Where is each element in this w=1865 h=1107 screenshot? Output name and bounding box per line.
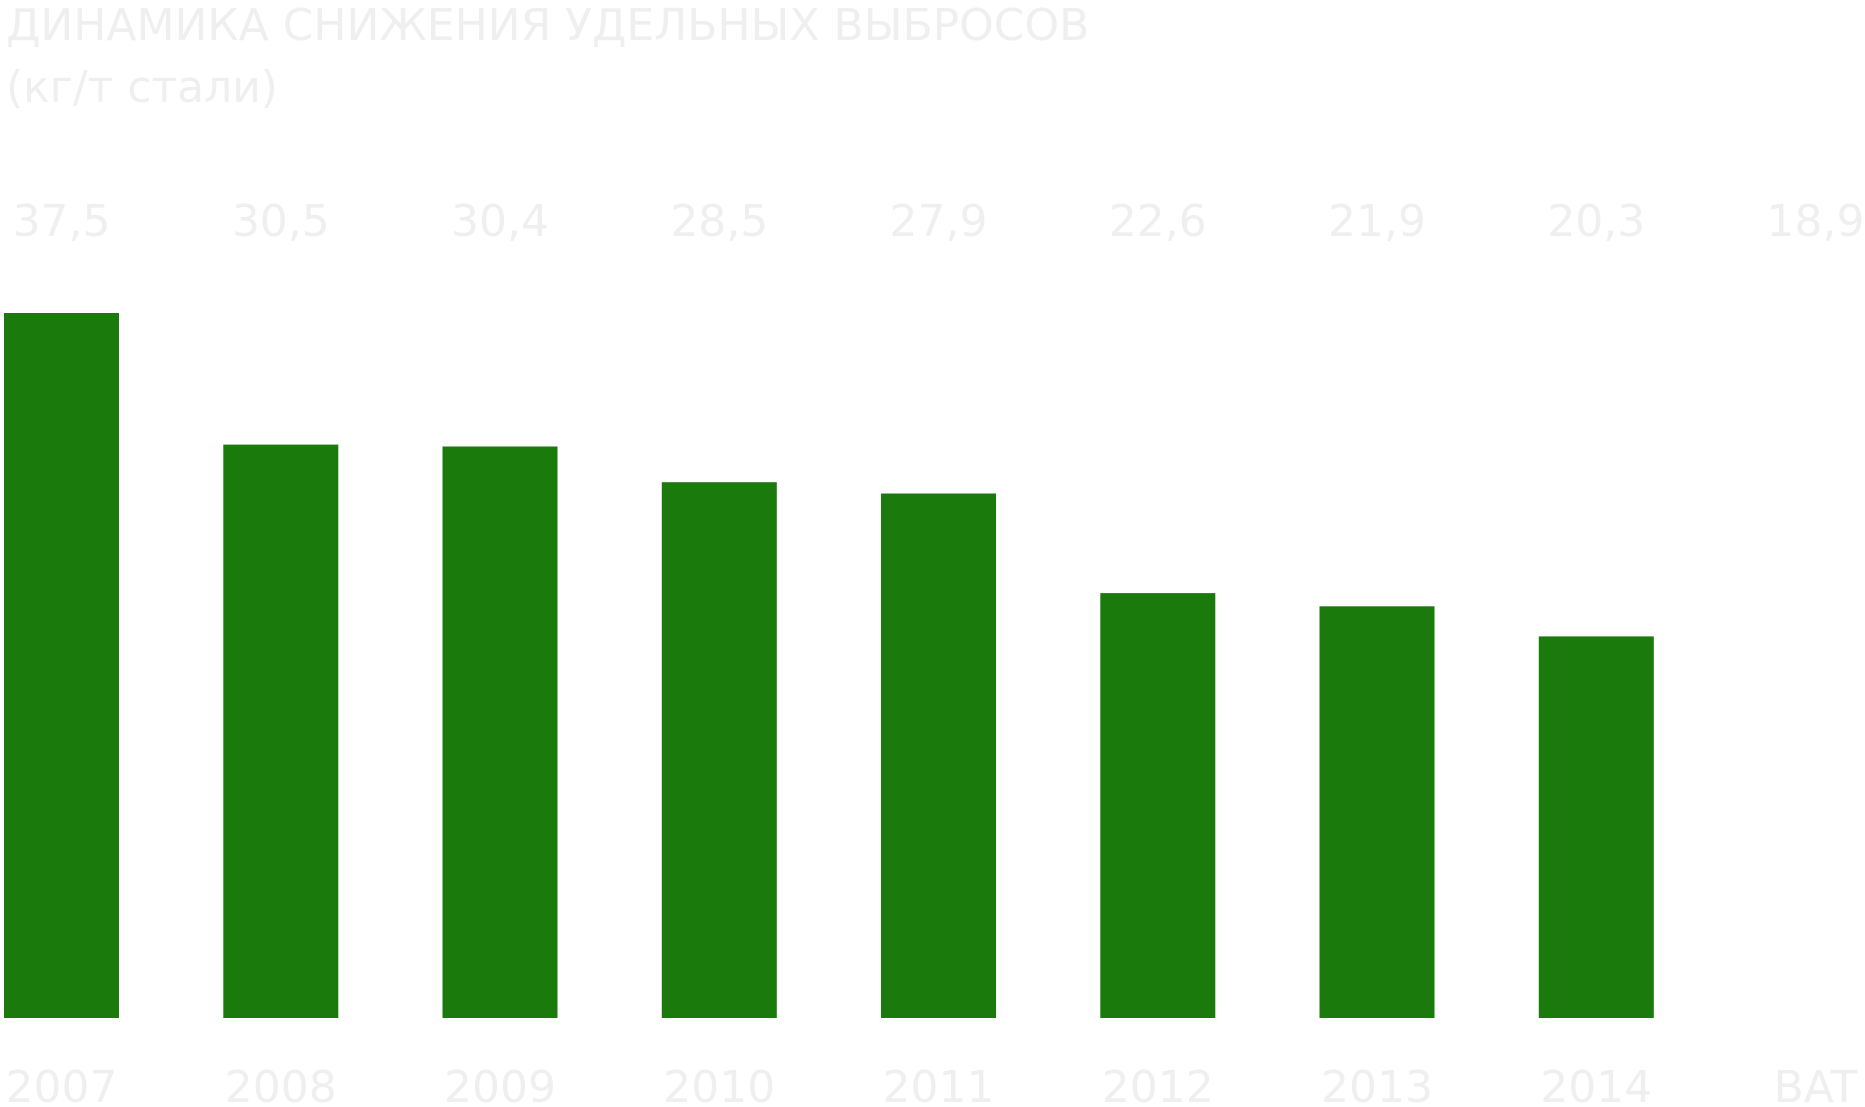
value-label-2013: 21,9 bbox=[1328, 196, 1426, 247]
category-label-2011: 2011 bbox=[883, 1062, 995, 1107]
bar-2012 bbox=[1100, 593, 1216, 1018]
bar-2009 bbox=[442, 446, 558, 1018]
category-label-2008: 2008 bbox=[225, 1062, 337, 1107]
bar-2011 bbox=[881, 493, 996, 1018]
bar-2013 bbox=[1319, 606, 1435, 1018]
category-label-2014: 2014 bbox=[1540, 1062, 1652, 1107]
value-label-BAT: 18,9 bbox=[1767, 196, 1865, 247]
value-label-2012: 22,6 bbox=[1109, 196, 1207, 247]
chart-subtitle: (кг/т стали) bbox=[6, 62, 278, 113]
value-label-2014: 20,3 bbox=[1547, 196, 1645, 247]
value-label-2007: 37,5 bbox=[13, 196, 111, 247]
category-label-2013: 2013 bbox=[1321, 1062, 1433, 1107]
category-label-2010: 2010 bbox=[663, 1062, 775, 1107]
bar-2007 bbox=[4, 313, 119, 1018]
category-label-2009: 2009 bbox=[444, 1062, 556, 1107]
bar-2014 bbox=[1538, 636, 1654, 1018]
value-label-2009: 30,4 bbox=[451, 196, 549, 247]
category-label-2012: 2012 bbox=[1102, 1062, 1214, 1107]
value-label-2010: 28,5 bbox=[670, 196, 768, 247]
chart-title: ДИНАМИКА СНИЖЕНИЯ УДЕЛЬНЫХ ВЫБРОСОВ bbox=[6, 0, 1090, 51]
bar-2010 bbox=[661, 482, 777, 1018]
bar-2008 bbox=[223, 444, 339, 1019]
value-label-2008: 30,5 bbox=[232, 196, 330, 247]
category-label-2007: 2007 bbox=[6, 1062, 118, 1107]
value-label-2011: 27,9 bbox=[890, 196, 988, 247]
category-label-BAT: BAT bbox=[1774, 1062, 1858, 1107]
